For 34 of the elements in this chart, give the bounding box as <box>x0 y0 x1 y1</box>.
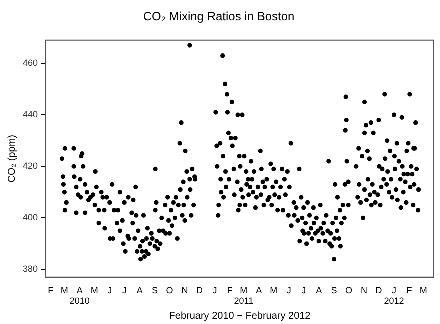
x-tick-label: J <box>212 285 218 296</box>
x-tick-label: M <box>270 285 278 296</box>
x-tick-label: J <box>108 285 112 296</box>
x-tick-label: J <box>286 285 292 296</box>
y-tick-label: 460 <box>22 58 38 68</box>
x-tick-label: S <box>152 285 158 296</box>
y-tick-label: 440 <box>22 110 38 120</box>
x-tick-label: J <box>302 285 306 296</box>
x-tick-label: A 2010 <box>70 285 90 306</box>
y-tick-label: 380 <box>22 264 38 274</box>
x-tick-label: F <box>227 285 234 296</box>
x-tick-label: A <box>316 285 322 296</box>
x-tick-label: O <box>166 285 174 296</box>
x-tick-label: J 2012 <box>384 285 404 306</box>
x-tick-label: D <box>376 285 383 296</box>
x-tick-label: F <box>48 285 54 296</box>
x-tick-label: M <box>60 285 68 296</box>
x-tick-label: M <box>420 285 428 296</box>
x-tick-label: O <box>346 285 353 296</box>
y-tick-label: 420 <box>22 161 38 172</box>
x-tick-label: A <box>136 285 143 296</box>
x-axis-title: February 2010 − February 2012 <box>169 310 312 322</box>
x-tick-label: S <box>331 285 338 296</box>
x-tick-label: F <box>406 285 413 296</box>
y-axis-title: CO₂ (ppm) <box>6 135 18 183</box>
x-tick-label: M 2011 <box>234 285 254 306</box>
x-tick-label: A <box>256 285 262 296</box>
x-tick-label: N <box>361 285 368 296</box>
x-tick-label: J <box>122 285 127 296</box>
chart-title: CO₂ Mixing Ratios in Boston <box>143 10 295 24</box>
x-tick-label: M <box>90 285 98 296</box>
x-tick-label: D <box>196 285 204 296</box>
y-tick-label: 400 <box>22 212 38 223</box>
x-tick-label: N <box>182 285 188 296</box>
